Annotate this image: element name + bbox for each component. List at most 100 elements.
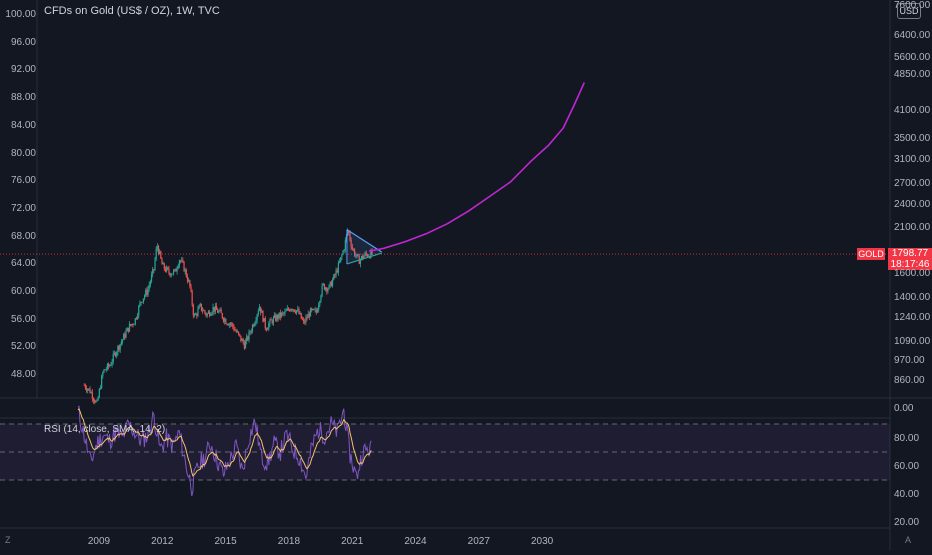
candle-body — [90, 392, 92, 394]
right-axis-tick: 1090.00 — [894, 336, 931, 347]
left-axis-tick: 92.00 — [10, 64, 36, 76]
candle-body — [242, 339, 244, 343]
candle-body — [135, 318, 138, 319]
candle-body — [256, 314, 258, 321]
x-axis-tick: 2012 — [151, 536, 174, 547]
candle-body — [183, 261, 185, 272]
candle-body — [179, 260, 182, 262]
candle-body — [258, 306, 261, 311]
candle-body — [333, 274, 335, 280]
candle-body — [261, 310, 263, 313]
candle-body — [221, 313, 223, 319]
candle-body — [286, 308, 288, 311]
right-axis-tick: 2100.00 — [894, 222, 931, 233]
candle-body — [227, 324, 229, 326]
candle-body — [182, 260, 184, 262]
candle-body — [334, 274, 336, 276]
candle-body — [206, 313, 208, 316]
candle-body — [159, 251, 161, 254]
candle-body — [154, 259, 156, 270]
candle-body — [153, 269, 155, 270]
x-axis-tick: 2009 — [87, 536, 111, 547]
candle-body — [105, 369, 107, 371]
candle-body — [359, 259, 362, 265]
candle-body — [285, 310, 287, 312]
auto-scale-icon[interactable]: A — [905, 535, 912, 545]
candle-body — [146, 290, 148, 295]
right-axis-tick: 7600.00 — [894, 0, 931, 11]
candle-body — [139, 302, 141, 307]
candle-body — [287, 308, 290, 310]
candle-body — [275, 315, 277, 321]
rsi-ma-line — [77, 408, 372, 477]
candle-body — [262, 310, 264, 322]
candle-body — [83, 385, 85, 386]
candle-body — [141, 301, 143, 303]
left-axis-tick: 56.00 — [10, 313, 36, 325]
candle-body — [88, 388, 90, 390]
candle-body — [224, 319, 226, 322]
left-axis-tick: 100.00 — [5, 9, 36, 20]
candle-body — [198, 305, 200, 309]
zoom-icon[interactable]: Z — [5, 535, 11, 545]
candle-body — [210, 314, 212, 316]
rsi-axis-tick: 60.00 — [894, 461, 920, 472]
candle-body — [170, 274, 172, 276]
candle-body — [162, 263, 164, 265]
candle-body — [132, 324, 134, 325]
candle-body — [177, 265, 179, 269]
x-axis-tick: 2030 — [530, 536, 554, 547]
candle-body — [331, 279, 334, 287]
candle-body — [106, 363, 109, 370]
candle-body — [128, 324, 131, 332]
candle-body — [149, 281, 151, 285]
candle-body — [131, 324, 133, 326]
candle-body — [95, 401, 97, 403]
candle-body — [290, 309, 292, 312]
candle-body — [235, 330, 237, 332]
candle-body — [152, 269, 154, 275]
candle-body — [148, 284, 150, 289]
candle-body — [292, 309, 294, 311]
x-axis-tick: 2021 — [341, 536, 364, 547]
right-axis-tick: 1600.00 — [894, 268, 931, 279]
candle-body — [326, 287, 328, 292]
candle-body — [220, 309, 222, 314]
candle-body — [335, 270, 337, 276]
candle-body — [321, 284, 323, 296]
candle-body — [163, 263, 165, 269]
right-axis-tick: 4100.00 — [894, 105, 931, 116]
candle-body — [204, 310, 206, 314]
candle-body — [117, 345, 119, 353]
candle-body — [279, 312, 281, 317]
candle-body — [97, 397, 99, 401]
currency-button[interactable]: USD — [897, 3, 921, 19]
candle-body — [200, 303, 203, 311]
left-axis-tick: 68.00 — [10, 230, 36, 242]
candle-body — [188, 280, 190, 282]
candle-body — [347, 230, 349, 235]
candle-body — [363, 255, 365, 259]
candle-body — [197, 308, 199, 316]
candle-body — [228, 323, 230, 326]
candle-body — [114, 352, 117, 357]
candle-body — [366, 254, 368, 257]
candle-body — [116, 352, 118, 357]
candle-body — [160, 251, 162, 259]
candle-body — [260, 306, 262, 313]
candle-body — [104, 369, 106, 371]
candle-body — [320, 295, 322, 302]
candle-body — [247, 336, 249, 340]
candle-body — [174, 269, 176, 271]
candle-body — [328, 285, 330, 289]
candle-body — [113, 352, 116, 354]
candle-body — [344, 239, 346, 250]
candle-body — [272, 317, 274, 324]
candle-body — [199, 303, 201, 306]
candle-body — [355, 255, 357, 257]
candle-body — [318, 304, 320, 311]
candle-body — [184, 269, 186, 272]
candle-body — [218, 310, 220, 313]
candle-body — [300, 312, 302, 319]
